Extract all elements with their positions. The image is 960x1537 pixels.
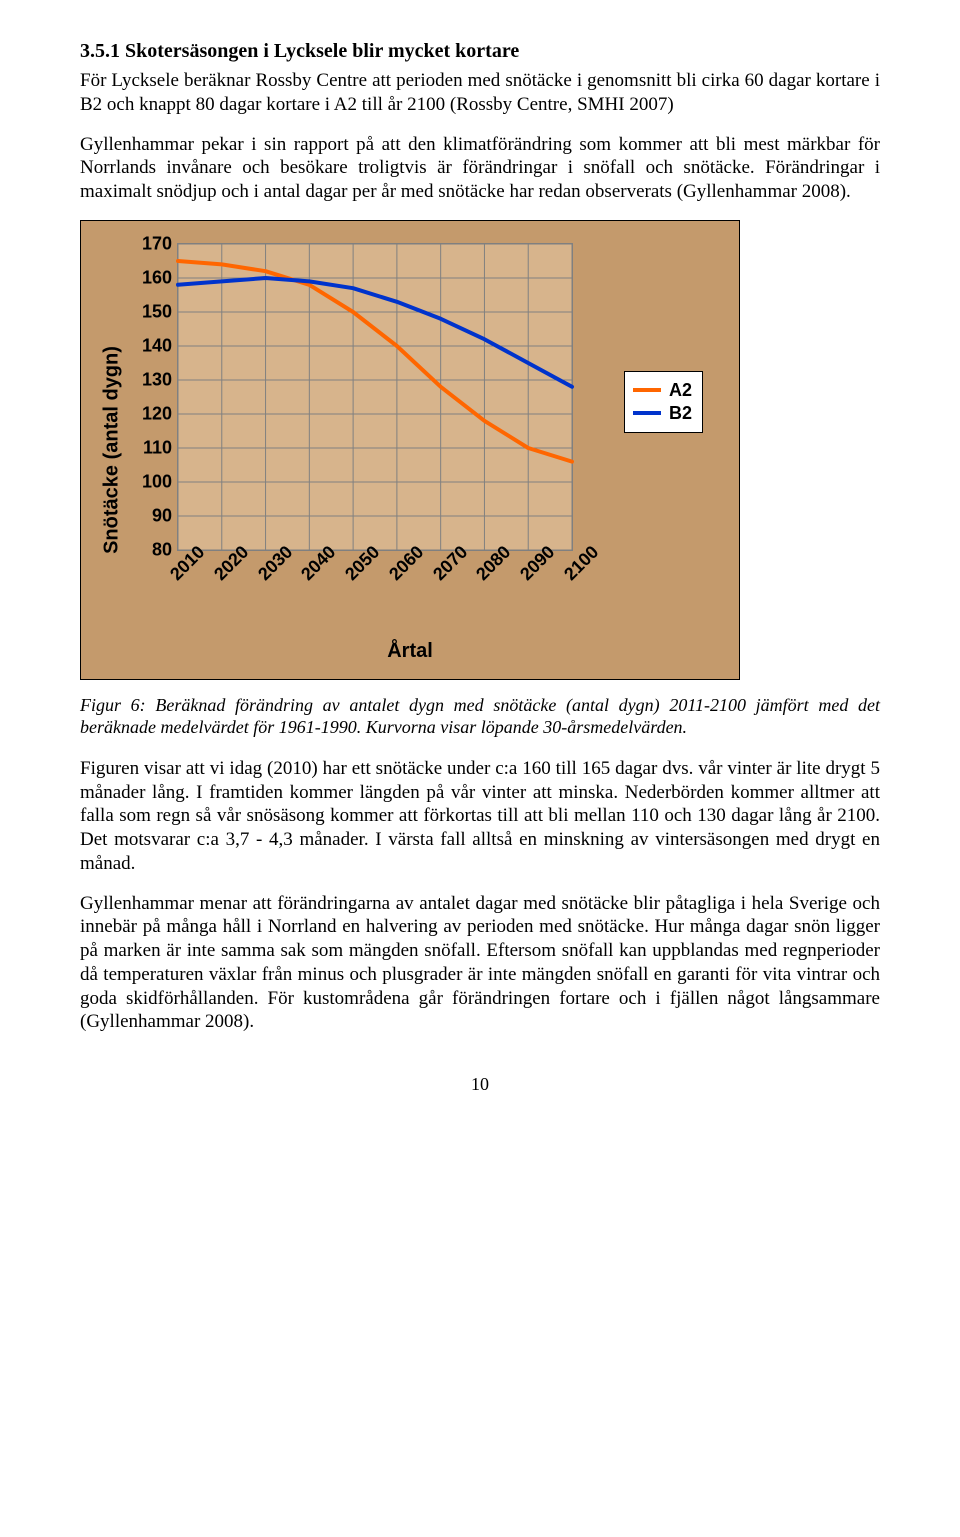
y-tick-label: 110 xyxy=(143,437,172,458)
legend-item: B2 xyxy=(633,403,692,424)
legend-item: A2 xyxy=(633,380,692,401)
paragraph-1: För Lycksele beräknar Rossby Centre att … xyxy=(80,69,880,117)
y-tick-label: 170 xyxy=(142,233,172,254)
plot-area: 8090100110120130140150160170201020202030… xyxy=(177,243,573,551)
y-tick-label: 140 xyxy=(142,335,172,356)
y-tick-label: 80 xyxy=(152,539,172,560)
x-axis-title: Årtal xyxy=(387,640,433,663)
legend-swatch xyxy=(633,388,661,392)
figure-caption: Figur 6: Beräknad förändring av antalet … xyxy=(80,694,880,739)
legend-label: A2 xyxy=(669,380,692,401)
paragraph-4: Gyllenhammar menar att förändringarna av… xyxy=(80,892,880,1035)
section-title: 3.5.1 Skotersäsongen i Lycksele blir myc… xyxy=(80,40,880,63)
y-tick-label: 120 xyxy=(142,403,172,424)
page-number: 10 xyxy=(80,1074,880,1095)
paragraph-3: Figuren visar att vi idag (2010) har ett… xyxy=(80,757,880,876)
paragraph-2: Gyllenhammar pekar i sin rapport på att … xyxy=(80,133,880,204)
series-line-B2 xyxy=(178,278,572,387)
y-tick-label: 100 xyxy=(142,471,172,492)
legend-swatch xyxy=(633,411,661,415)
snow-cover-chart: Snötäcke (antal dygn) 809010011012013014… xyxy=(80,220,740,680)
y-tick-label: 90 xyxy=(152,505,172,526)
y-tick-label: 150 xyxy=(142,301,172,322)
y-axis-title: Snötäcke (antal dygn) xyxy=(100,346,123,554)
chart-legend: A2B2 xyxy=(624,371,703,433)
legend-label: B2 xyxy=(669,403,692,424)
series-line-A2 xyxy=(178,261,572,462)
y-tick-label: 160 xyxy=(142,267,172,288)
y-tick-label: 130 xyxy=(142,369,172,390)
plot-svg xyxy=(178,244,572,550)
